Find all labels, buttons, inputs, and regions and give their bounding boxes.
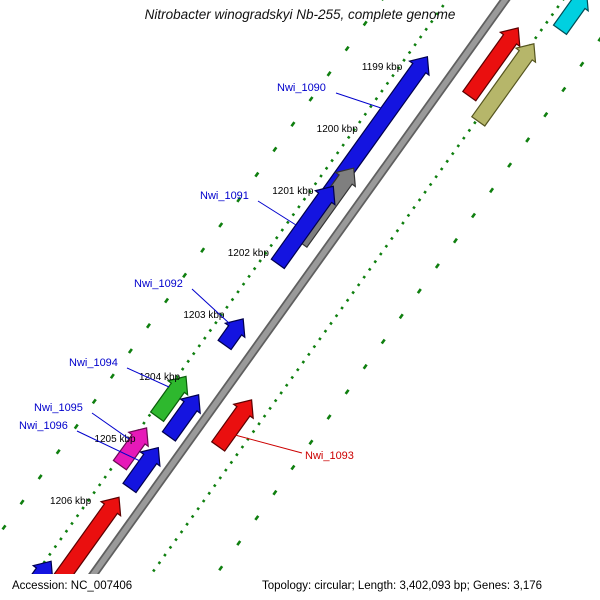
gene-label-leader xyxy=(335,92,382,109)
gene-arrow-Nwi_1094[interactable] xyxy=(149,375,189,423)
gene-arrow-Nwi_1092[interactable] xyxy=(217,318,246,351)
gene-arrow-Nwi_1091[interactable] xyxy=(270,185,336,270)
accession-label: Accession: NC_007406 xyxy=(12,580,133,592)
tick-dot-track xyxy=(0,0,384,536)
scale-tick-label: 1206 kbp xyxy=(50,496,92,507)
status-bar: Accession: NC_007406 Topology: circular;… xyxy=(0,574,600,600)
gene-label-leader xyxy=(76,430,141,462)
gene-label-leader xyxy=(91,412,130,440)
scale-tick-label: 1205 kbp xyxy=(94,434,136,445)
genome-summary-label: Topology: circular; Length: 3,402,093 bp… xyxy=(262,580,543,592)
gene-label-leader xyxy=(234,434,303,454)
gene-label-Nwi_1092[interactable]: Nwi_1092 xyxy=(134,278,183,290)
gene-arrow[interactable] xyxy=(470,43,537,127)
map-title: Nitrobacter winogradskyi Nb-255, complet… xyxy=(144,7,456,22)
gene-label-Nwi_1091[interactable]: Nwi_1091 xyxy=(200,190,249,202)
gene-label-Nwi_1094[interactable]: Nwi_1094 xyxy=(69,357,118,369)
gene-label-Nwi_1090[interactable]: Nwi_1090 xyxy=(277,82,326,94)
gene-label-leader xyxy=(257,200,297,226)
gene-arrow[interactable] xyxy=(461,27,521,102)
gene-label-Nwi_1093[interactable]: Nwi_1093 xyxy=(305,450,354,462)
scale-tick-label: 1200 kbp xyxy=(317,124,359,135)
gene-arrow[interactable] xyxy=(552,0,589,36)
tick-dot-track xyxy=(131,0,565,600)
gene-arrow-Nwi_1093[interactable] xyxy=(210,399,254,452)
scale-tick-label: 1203 kbp xyxy=(183,310,225,321)
scale-tick-label: 1204 kbp xyxy=(139,372,181,383)
gene-arrow-Nwi_1095[interactable] xyxy=(112,427,149,471)
tick-dot-track xyxy=(196,36,600,600)
gene-label-Nwi_1096[interactable]: Nwi_1096 xyxy=(19,420,68,432)
gene-label-leader xyxy=(191,288,231,325)
gene-arrow-Nwi_1096[interactable] xyxy=(122,446,161,494)
gene-label-leader xyxy=(126,367,170,388)
scale-tick-label: 1201 kbp xyxy=(272,186,314,197)
scale-tick-label: 1202 kbp xyxy=(228,248,270,259)
gene-arrow[interactable] xyxy=(161,394,201,442)
tick-dot-track xyxy=(15,0,449,600)
scale-tick-label: 1199 kbp xyxy=(362,62,403,73)
genome-backbone xyxy=(71,0,509,600)
gene-label-Nwi_1095[interactable]: Nwi_1095 xyxy=(34,402,83,414)
